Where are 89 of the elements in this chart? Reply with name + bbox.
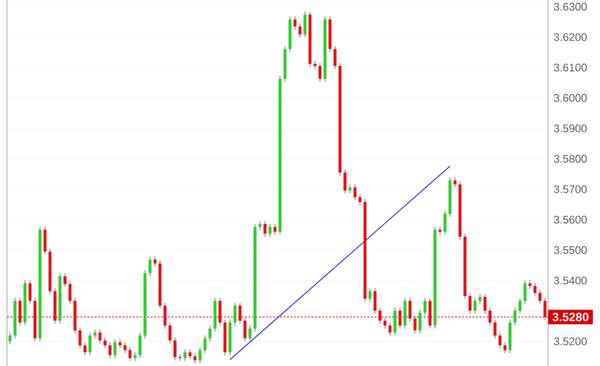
candlestick: [498, 332, 502, 349]
candlestick: [354, 184, 357, 201]
candlestick: [438, 226, 442, 236]
candlestick: [494, 319, 497, 340]
candlestick: [518, 297, 522, 314]
candlestick: [374, 288, 377, 314]
candlestick: [218, 297, 222, 326]
candlestick: [348, 184, 352, 194]
candlestick: [408, 297, 412, 322]
candlestick: [474, 297, 477, 314]
candlestick: [128, 346, 132, 362]
candlestick: [538, 290, 542, 304]
candlestick: [258, 220, 262, 230]
candlestick: [368, 288, 372, 302]
candlestick: [104, 337, 107, 349]
candlestick: [314, 60, 317, 70]
candlestick: [78, 326, 82, 349]
candlestick: [414, 315, 417, 334]
candlestick: [418, 309, 422, 334]
candlestick: [168, 322, 172, 344]
candlestick: [534, 282, 537, 296]
candlestick: [468, 292, 472, 314]
candlestick: [174, 337, 177, 361]
candlestick: [454, 176, 457, 188]
candlestick: [484, 293, 487, 314]
y-tick-label: 3.6200: [554, 33, 587, 42]
y-tick-label: 3.5600: [554, 216, 587, 224]
ref-line-label: 3.5280: [552, 312, 588, 322]
candlestick: [64, 272, 67, 288]
candlestick: [294, 16, 297, 30]
candlestick: [424, 297, 427, 316]
candlestick: [334, 46, 337, 70]
candlestick: [204, 334, 207, 354]
candlestick: [248, 325, 252, 342]
candlestick: [274, 224, 277, 236]
candlestick: [318, 62, 322, 82]
candlestick: [544, 297, 547, 320]
candlestick: [88, 332, 92, 356]
candlestick: [478, 293, 482, 304]
y-tick-label: 3.5800: [554, 154, 587, 163]
candlestick: [8, 332, 12, 345]
y-tick-label: 3.5700: [554, 185, 587, 194]
candlestick: [304, 11, 307, 38]
candlestick: [138, 332, 142, 358]
candlestick: [154, 256, 157, 267]
candlestick: [98, 329, 102, 344]
candlestick: [238, 302, 242, 324]
y-tick-label: 3.5200: [554, 337, 587, 346]
candlestick: [514, 307, 517, 326]
y-tick-label: 3.6100: [554, 64, 587, 72]
candlestick: [344, 169, 347, 194]
candlestick: [94, 329, 97, 340]
candlestick: [124, 342, 127, 354]
candlestick: [28, 280, 32, 304]
candlestick: [188, 348, 192, 360]
candlestick: [198, 346, 202, 364]
candlestick: [444, 210, 447, 236]
candlestick: [234, 302, 237, 326]
candlestick: [298, 23, 302, 38]
candlestick: [84, 342, 87, 356]
candlestick: [148, 256, 152, 277]
candlestick: [388, 322, 392, 336]
candlestick: [504, 342, 507, 354]
candlestick: [378, 307, 382, 324]
candlestick: [488, 307, 492, 326]
candlestick: [118, 338, 122, 349]
candlestick: [208, 325, 212, 342]
candlestick: [264, 220, 267, 238]
candlestick: [384, 317, 387, 329]
candlestick: [244, 317, 247, 342]
candlestick: [114, 338, 117, 358]
candlestick: [68, 280, 72, 304]
y-tick-label: 3.5400: [554, 276, 587, 284]
y-tick-label: 3.5900: [554, 124, 587, 132]
candlestick: [524, 280, 527, 304]
candlestick: [394, 307, 397, 336]
candlestick: [184, 348, 187, 362]
y-tick-label: 3.6300: [554, 2, 587, 11]
candlestick: [18, 297, 22, 326]
y-tick-label: 3.5500: [554, 246, 587, 254]
candlestick: [134, 352, 137, 362]
candlestick: [164, 302, 167, 329]
candlestick: [358, 194, 362, 206]
candlestick: [268, 224, 272, 238]
candlestick: [398, 307, 402, 329]
candlestick: [44, 226, 47, 256]
candlestick: [108, 342, 112, 358]
y-tick-label: 3.6000: [554, 94, 587, 102]
candlestick: [178, 354, 182, 362]
